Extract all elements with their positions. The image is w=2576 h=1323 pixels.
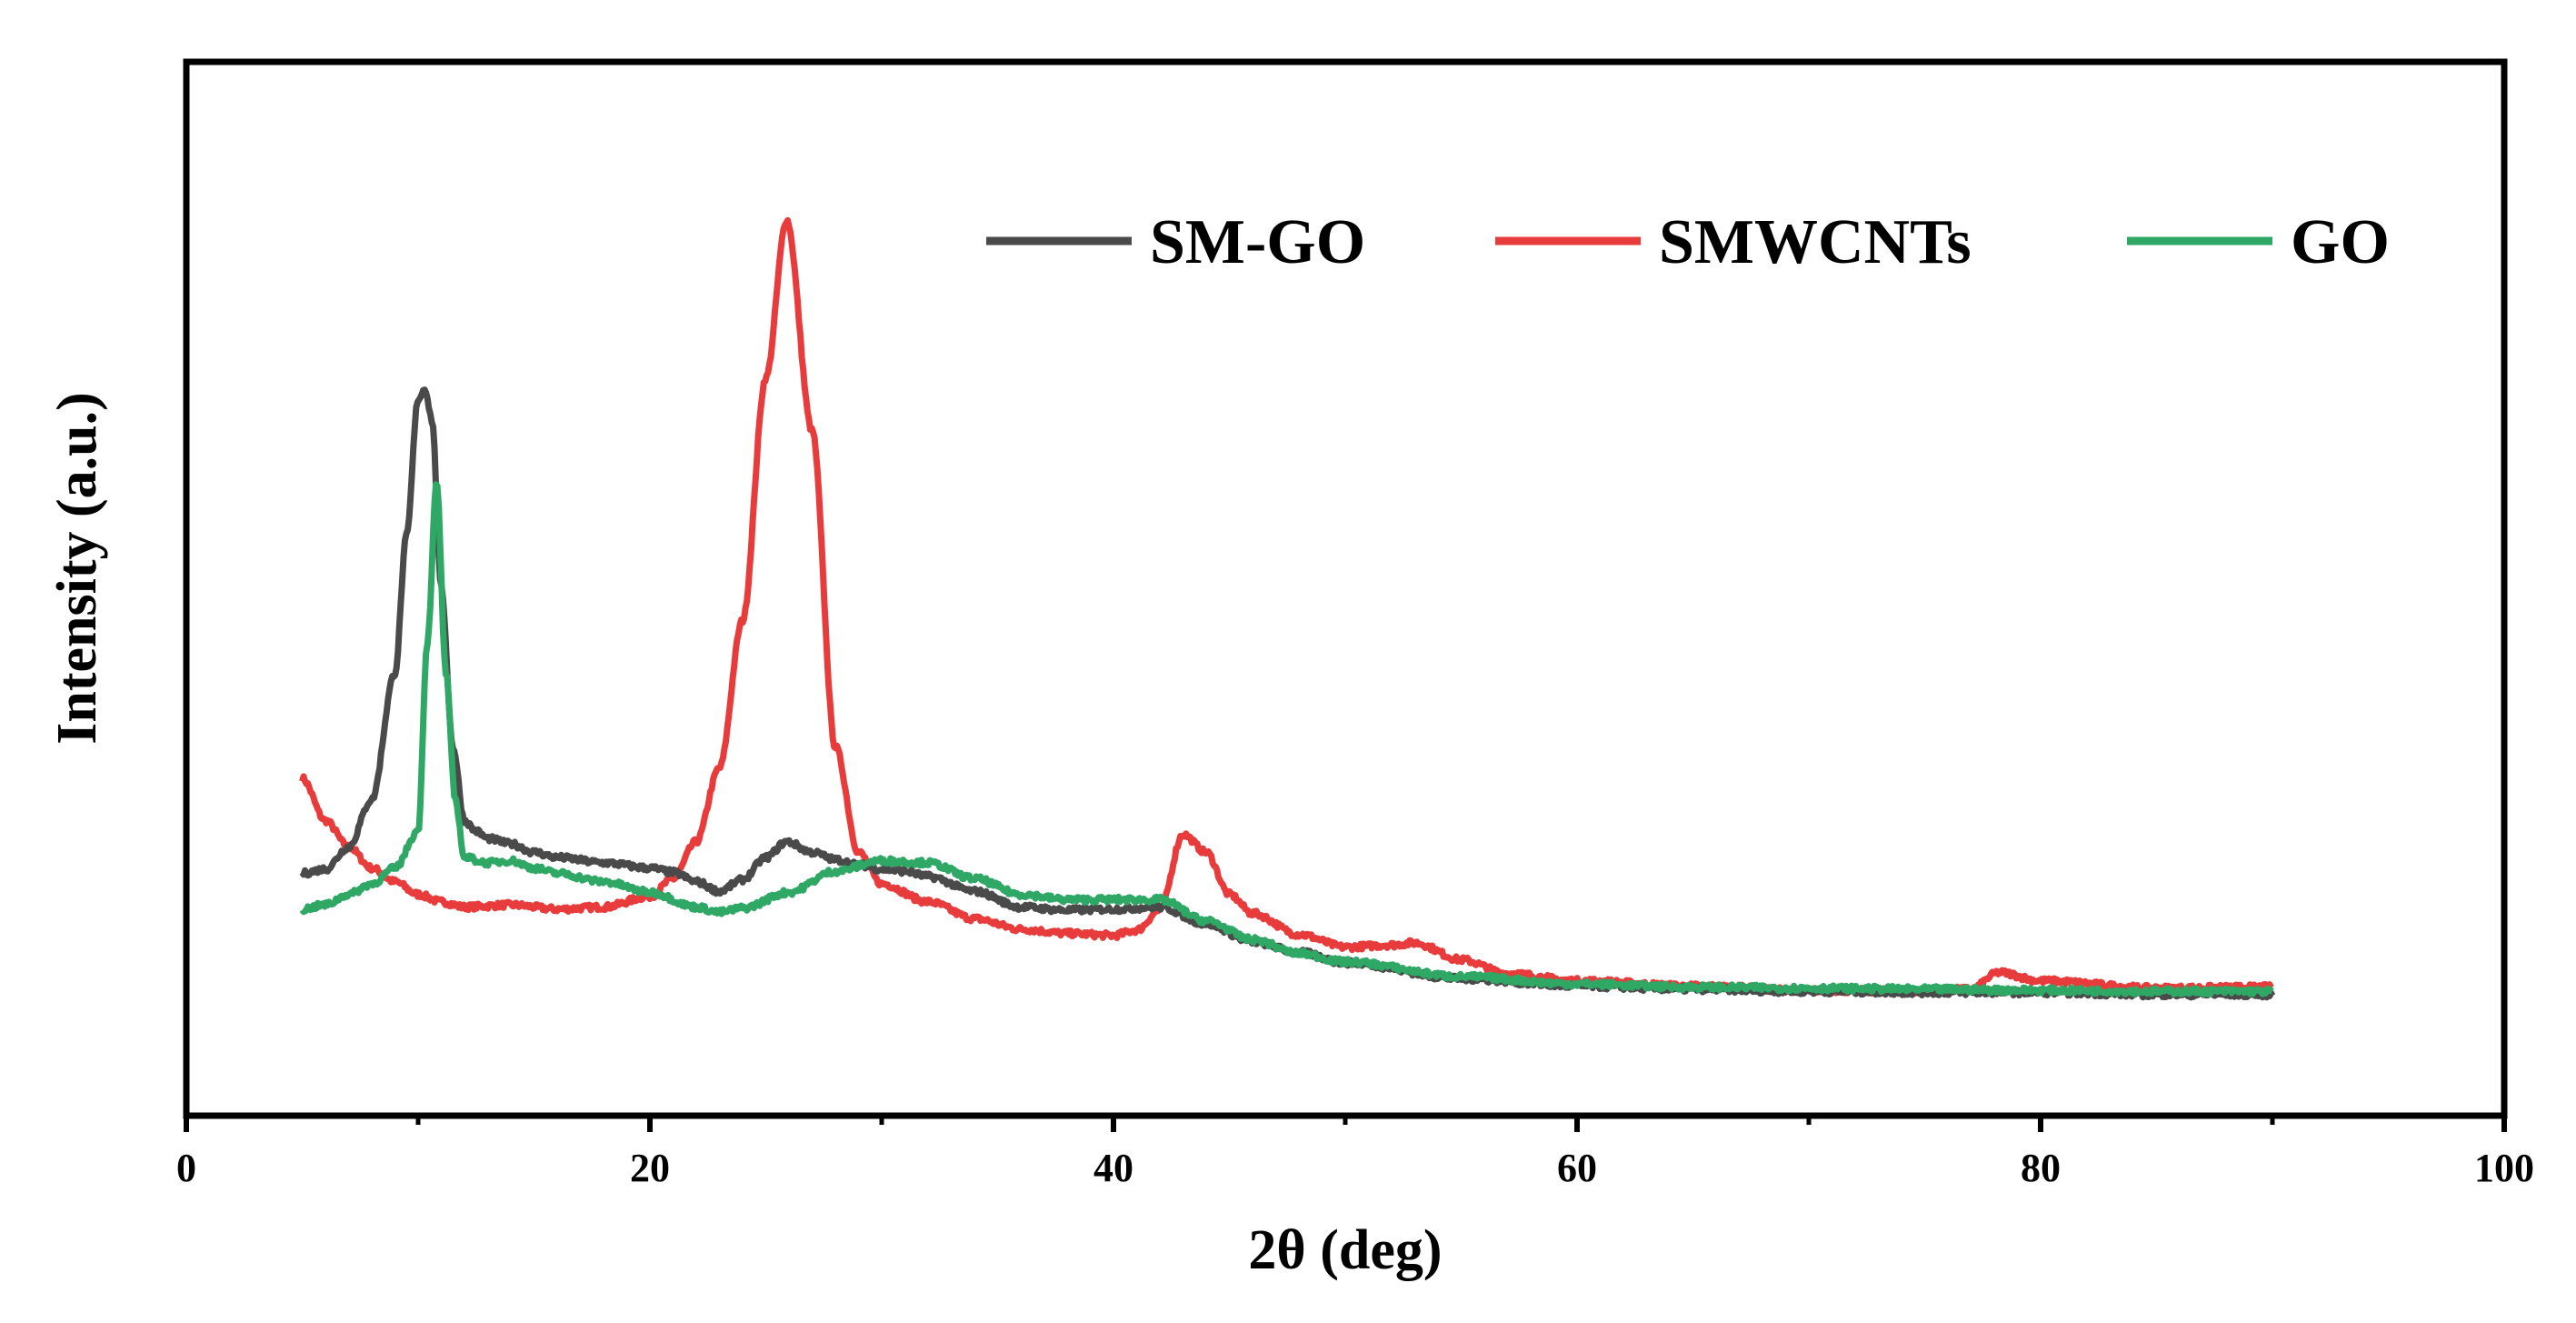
legend: SM-GO SMWCNTs GO <box>986 207 2390 277</box>
series-group <box>299 216 2276 1001</box>
legend-label-go: GO <box>2291 207 2390 277</box>
x-tick-label: 100 <box>2474 1146 2534 1190</box>
series-line-go <box>299 481 2274 997</box>
x-tick-label: 60 <box>1557 1146 1597 1190</box>
x-tick-label: 40 <box>1093 1146 1133 1190</box>
x-axis-ticks: 0 20 40 60 80 100 <box>176 1116 2534 1190</box>
x-axis-title: 2θ (deg) <box>1248 1219 1442 1281</box>
legend-label-smwcnts: SMWCNTs <box>1659 207 1972 277</box>
legend-label-sm-go: SM-GO <box>1150 207 1365 277</box>
x-tick-label: 0 <box>176 1146 196 1190</box>
x-tick-label: 20 <box>630 1146 670 1190</box>
y-axis-title: Intensity (a.u.) <box>46 392 108 745</box>
x-tick-label: 80 <box>2021 1146 2061 1190</box>
